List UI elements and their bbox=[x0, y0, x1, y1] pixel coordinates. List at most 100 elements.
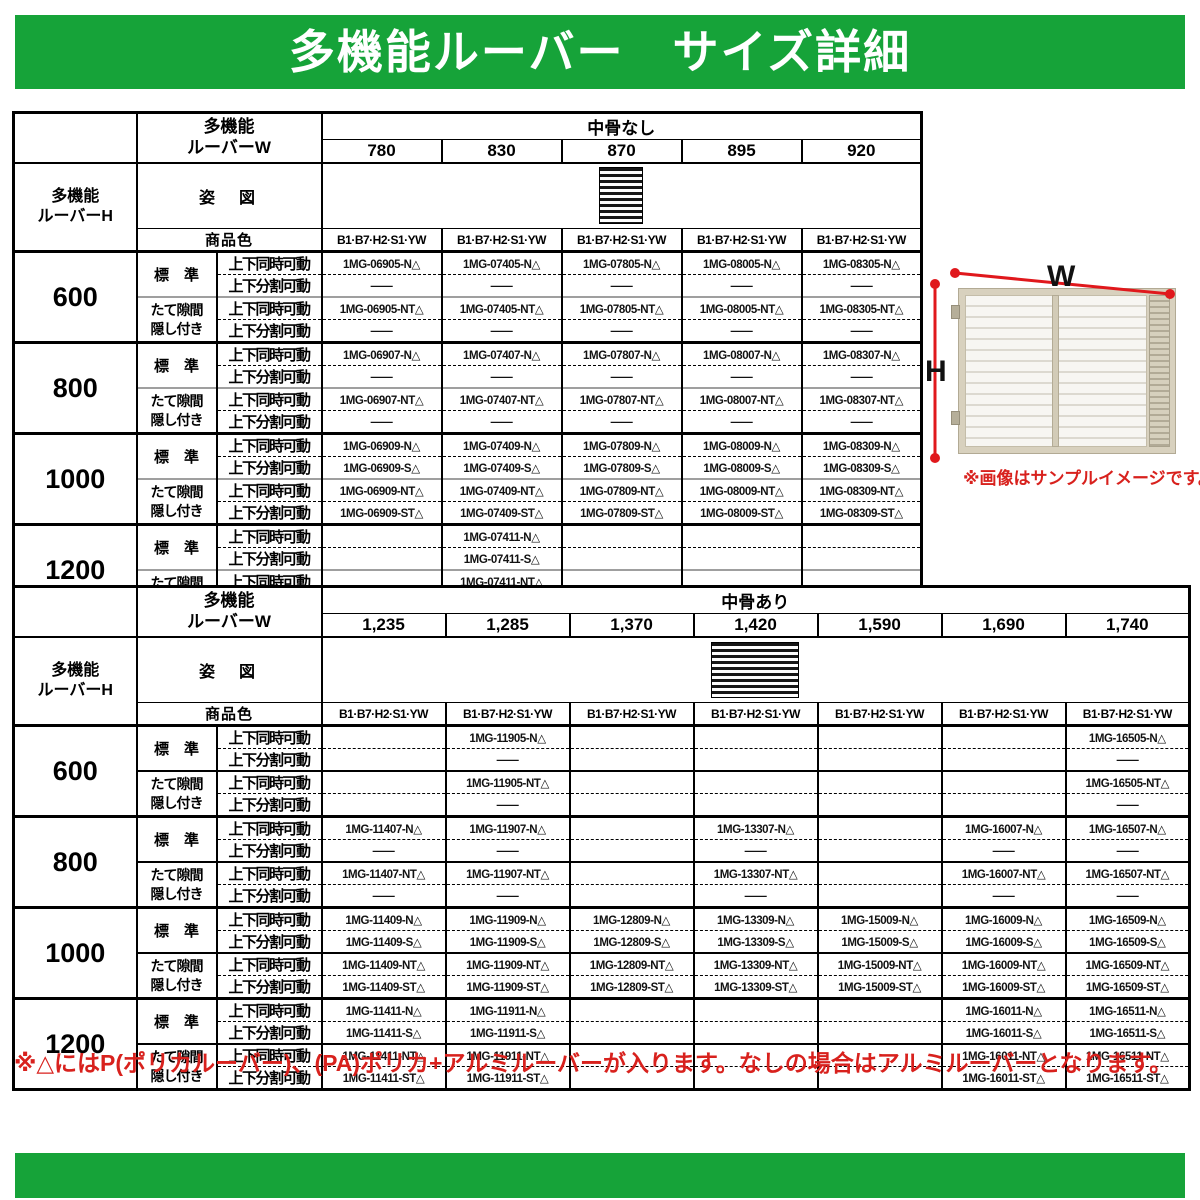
code-cell: 1MG-06907-NT△ bbox=[320, 387, 443, 411]
code-cell: 1MG-11909-ST△ bbox=[444, 975, 571, 999]
empty-cell bbox=[320, 770, 447, 794]
code-cell: 1MG-15009-S△ bbox=[816, 930, 943, 953]
title-banner: 多機能ルーバー サイズ詳細 bbox=[15, 15, 1185, 89]
code-cell: 1MG-11905-N△ bbox=[444, 724, 571, 749]
dash-cell: — bbox=[1064, 884, 1191, 908]
louver-h-header: 多機能 ルーバーH bbox=[12, 635, 138, 726]
code-cell: 1MG-16007-N△ bbox=[940, 815, 1067, 840]
movement-label: 上下同時可動 bbox=[215, 523, 323, 548]
code-cell: 1MG-16011-ST△ bbox=[940, 1066, 1067, 1090]
variant-tate-label: たて隙間隠し付き bbox=[135, 478, 218, 525]
color-codes: B1·B7·H2·S1·YW bbox=[940, 702, 1067, 726]
code-cell: 1MG-08009-NT△ bbox=[680, 478, 803, 502]
empty-cell bbox=[692, 793, 819, 817]
dash-cell: — bbox=[320, 319, 443, 343]
size-table-no-centerbar: 多機能 ルーバーW 中骨なし 780 830 870 895 920 多機能 ルーバーH 姿 図商品… bbox=[12, 111, 924, 617]
code-cell: 1MG-07809-NT△ bbox=[560, 478, 683, 502]
empty-cell bbox=[568, 1066, 695, 1090]
color-codes: B1·B7·H2·S1·YW bbox=[320, 228, 443, 252]
code-cell: 1MG-16011-NT△ bbox=[940, 1043, 1067, 1067]
dash-cell: — bbox=[560, 319, 683, 343]
movement-label: 上下同時可動 bbox=[215, 432, 323, 457]
code-cell: 1MG-08309-N△ bbox=[800, 432, 923, 457]
code-cell: 1MG-11907-NT△ bbox=[444, 861, 571, 885]
hinge-top bbox=[951, 305, 960, 319]
dash-cell: — bbox=[320, 410, 443, 434]
movement-label: 上下同時可動 bbox=[215, 815, 323, 840]
code-cell: 1MG-07809-S△ bbox=[560, 456, 683, 479]
width-header: 1,690 bbox=[940, 613, 1067, 637]
code-cell: 1MG-11409-NT△ bbox=[320, 952, 447, 976]
movement-label: 上下同時可動 bbox=[215, 724, 323, 749]
footer-bar bbox=[15, 1153, 1185, 1198]
figure-label: 姿 図 bbox=[135, 635, 323, 703]
code-cell: 1MG-08009-N△ bbox=[680, 432, 803, 457]
louver-side-rail bbox=[1149, 295, 1170, 447]
code-cell: 1MG-16511-S△ bbox=[1064, 1021, 1191, 1044]
code-cell: 1MG-13307-N△ bbox=[692, 815, 819, 840]
dash-cell: — bbox=[680, 319, 803, 343]
code-cell: 1MG-07807-NT△ bbox=[560, 387, 683, 411]
width-header: 830 bbox=[440, 139, 563, 163]
dash-cell: — bbox=[680, 274, 803, 297]
louver-figure-icon bbox=[711, 641, 800, 698]
code-cell: 1MG-13307-NT△ bbox=[692, 861, 819, 885]
empty-cell bbox=[568, 839, 695, 862]
size-table-with-centerbar: 多機能 ルーバーW 中骨あり 1,235 1,285 1,370 1,420 1,590 1,6… bbox=[12, 585, 1192, 1091]
height-label: 800 bbox=[12, 341, 138, 434]
size-table: 多機能 ルーバーW 中骨あり 1,235 1,285 1,370 1,420 1,590 1,6… bbox=[12, 585, 1192, 1091]
dash-cell: — bbox=[1064, 793, 1191, 817]
empty-cell bbox=[680, 547, 803, 570]
code-cell: 1MG-15009-N△ bbox=[816, 906, 943, 931]
frame-type-header: 中骨あり bbox=[320, 586, 1191, 614]
footnote-text: ※△にはP(ポリカルーバー)、(PA)ポリカ+アルミルーバーが入ります。なしの場… bbox=[14, 1050, 1173, 1076]
dash-cell: — bbox=[560, 274, 683, 297]
variant-standard-label: 標 準 bbox=[135, 341, 218, 388]
movement-label: 上下同時可動 bbox=[215, 341, 323, 366]
variant-standard-label: 標 準 bbox=[135, 250, 218, 297]
movement-label: 上下同時可動 bbox=[215, 478, 323, 502]
code-cell: 1MG-16507-N△ bbox=[1064, 815, 1191, 840]
dash-cell: — bbox=[444, 748, 571, 771]
code-cell: 1MG-16011-N△ bbox=[940, 997, 1067, 1022]
code-cell: 1MG-06905-NT△ bbox=[320, 296, 443, 320]
dash-cell: — bbox=[444, 839, 571, 862]
code-cell: 1MG-12809-S△ bbox=[568, 930, 695, 953]
code-cell: 1MG-06907-N△ bbox=[320, 341, 443, 366]
code-cell: 1MG-11911-S△ bbox=[444, 1021, 571, 1044]
code-cell: 1MG-12809-N△ bbox=[568, 906, 695, 931]
code-cell: 1MG-08307-NT△ bbox=[800, 387, 923, 411]
code-cell: 1MG-16507-NT△ bbox=[1064, 861, 1191, 885]
code-cell: 1MG-16011-S△ bbox=[940, 1021, 1067, 1044]
dash-cell: — bbox=[560, 365, 683, 388]
code-cell: 1MG-07805-N△ bbox=[560, 250, 683, 275]
code-cell: 1MG-07809-N△ bbox=[560, 432, 683, 457]
empty-cell bbox=[692, 997, 819, 1022]
dash-cell: — bbox=[692, 839, 819, 862]
empty-cell bbox=[816, 815, 943, 840]
empty-cell bbox=[940, 793, 1067, 817]
louver-w-header: 多機能 ルーバーW bbox=[135, 586, 323, 637]
dash-cell: — bbox=[800, 410, 923, 434]
movement-label: 上下分割可動 bbox=[215, 1066, 323, 1090]
figure-cell bbox=[320, 161, 923, 229]
variant-tate-label: たて隙間隠し付き bbox=[135, 1043, 218, 1090]
code-cell: 1MG-08005-N△ bbox=[680, 250, 803, 275]
empty-cell bbox=[816, 748, 943, 771]
dash-cell: — bbox=[800, 319, 923, 343]
code-cell: 1MG-11909-S△ bbox=[444, 930, 571, 953]
code-cell: 1MG-07405-NT△ bbox=[440, 296, 563, 320]
code-cell: 1MG-08007-NT△ bbox=[680, 387, 803, 411]
variant-tate-label: たて隙間隠し付き bbox=[135, 296, 218, 343]
variant-standard-label: 標 準 bbox=[135, 997, 218, 1044]
width-header: 780 bbox=[320, 139, 443, 163]
color-codes: B1·B7·H2·S1·YW bbox=[320, 702, 447, 726]
movement-label: 上下同時可動 bbox=[215, 1043, 323, 1067]
movement-label: 上下同時可動 bbox=[215, 250, 323, 275]
empty-cell bbox=[320, 748, 447, 771]
empty-cell bbox=[692, 724, 819, 749]
code-cell: 1MG-11407-N△ bbox=[320, 815, 447, 840]
code-cell: 1MG-11911-NT△ bbox=[444, 1043, 571, 1067]
dash-cell: — bbox=[940, 884, 1067, 908]
code-cell: 1MG-13309-S△ bbox=[692, 930, 819, 953]
